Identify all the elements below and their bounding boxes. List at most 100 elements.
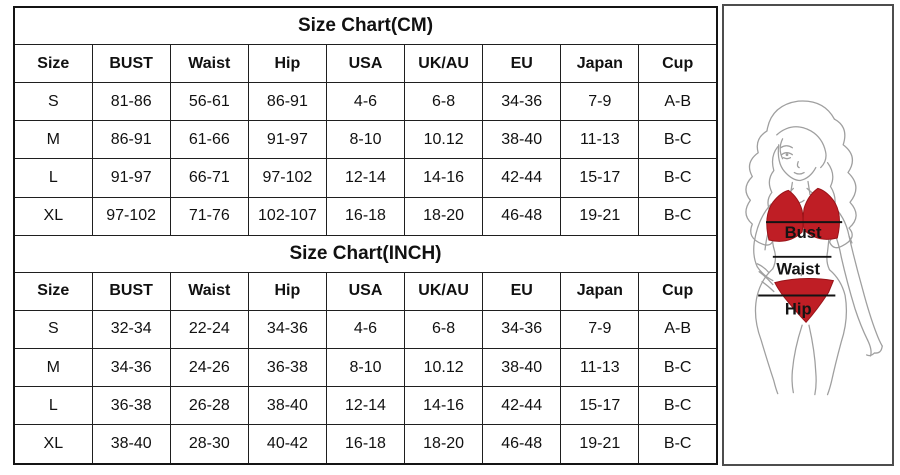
table-cell: 86-91	[247, 82, 327, 122]
table-cell: 28-30	[169, 424, 249, 465]
hair-strand-line	[779, 138, 784, 160]
column-header: EU	[482, 43, 562, 84]
table-cell: A-B	[638, 309, 718, 349]
column-header: Size	[13, 43, 93, 84]
table-cell: A-B	[638, 82, 718, 122]
left-leg-inner-line	[791, 324, 803, 394]
column-header-row: Size BUST Waist Hip USA UK/AU EU Japan Cup	[13, 271, 718, 311]
right-arm-outer-line	[830, 203, 883, 347]
table-cell: 91-97	[247, 120, 327, 160]
size-chart-title-row: Size Chart(INCH)	[13, 234, 718, 273]
column-header: Hip	[247, 271, 327, 311]
table-cell: 18-20	[404, 424, 484, 465]
table-cell: 11-13	[560, 347, 640, 388]
column-header: Japan	[560, 271, 640, 311]
size-label-cell: XL	[13, 196, 93, 236]
right-hand-fingers	[865, 339, 883, 357]
table-cell: B-C	[638, 196, 718, 236]
mouth-line	[793, 171, 805, 175]
table-cell: 10.12	[404, 120, 484, 160]
table-cell: 8-10	[325, 347, 406, 388]
table-cell: 12-14	[325, 158, 406, 198]
table-cell: 40-42	[247, 424, 327, 465]
table-cell: 38-40	[482, 120, 562, 160]
table-cell: 14-16	[404, 158, 484, 198]
right-leg-inner-line	[808, 324, 817, 396]
table-cell: B-C	[638, 386, 718, 426]
table-cell: 7-9	[560, 309, 640, 349]
table-row: S 32-34 22-24 34-36 4-6 6-8 34-36 7-9 A-B	[13, 309, 718, 349]
size-label-cell: M	[13, 347, 93, 388]
table-cell: 102-107	[247, 196, 327, 236]
size-chart-title: Size Chart(INCH)	[13, 234, 718, 273]
left-leg-outer-line	[754, 268, 779, 395]
table-cell: 4-6	[325, 309, 406, 349]
waist-label: Waist	[776, 260, 820, 279]
bikini-bottom	[774, 278, 835, 323]
table-cell: B-C	[638, 158, 718, 198]
bikini-top-left-cup	[766, 189, 804, 242]
table-cell: 24-26	[169, 347, 249, 388]
hair-fringe-line	[776, 126, 827, 169]
table-row: M 86-91 61-66 91-97 8-10 10.12 38-40 11-13 B-C	[13, 120, 718, 160]
navel-line	[800, 269, 803, 277]
table-cell: B-C	[638, 347, 718, 388]
table-cell: 6-8	[404, 82, 484, 122]
table-cell: 71-76	[169, 196, 249, 236]
table-cell: B-C	[638, 120, 718, 160]
column-header: BUST	[91, 271, 171, 311]
table-cell: 46-48	[482, 196, 562, 236]
table-cell: 81-86	[91, 82, 171, 122]
table-cell: 38-40	[247, 386, 327, 426]
table-cell: B-C	[638, 424, 718, 465]
table-cell: 34-36	[247, 309, 327, 349]
bust-label: Bust	[785, 223, 822, 242]
table-cell: 36-38	[91, 386, 171, 426]
column-header: Cup	[638, 271, 718, 311]
column-header: Waist	[169, 43, 249, 84]
table-cell: 91-97	[91, 158, 171, 198]
table-cell: 19-21	[560, 196, 640, 236]
column-header: BUST	[91, 43, 171, 84]
table-cell: 56-61	[169, 82, 249, 122]
column-header: Size	[13, 271, 93, 311]
column-header: USA	[325, 271, 406, 311]
column-header: Japan	[560, 43, 640, 84]
table-cell: 18-20	[404, 196, 484, 236]
eye-line	[780, 152, 794, 156]
table-cell: 66-71	[169, 158, 249, 198]
column-header: UK/AU	[404, 271, 484, 311]
table-row: S 81-86 56-61 86-91 4-6 6-8 34-36 7-9 A-B	[13, 82, 718, 122]
table-cell: 36-38	[247, 347, 327, 388]
size-label-cell: S	[13, 309, 93, 349]
table-cell: 46-48	[482, 424, 562, 465]
table-cell: 8-10	[325, 120, 406, 160]
table-cell: 34-36	[482, 309, 562, 349]
size-label-cell: L	[13, 386, 93, 426]
table-row: XL 97-102 71-76 102-107 16-18 18-20 46-48 19-21…	[13, 196, 718, 236]
table-cell: 38-40	[482, 347, 562, 388]
woman-measurement-illustration: Bust Waist Hip	[745, 100, 883, 396]
left-hand-fingers	[756, 263, 775, 293]
table-cell: 22-24	[169, 309, 249, 349]
nose-line	[796, 160, 800, 169]
eye-pupil	[785, 153, 789, 157]
hair-right-line	[826, 118, 857, 249]
hair-left-line	[745, 130, 779, 246]
table-cell: 12-14	[325, 386, 406, 426]
table-cell: 6-8	[404, 309, 484, 349]
column-header-row: Size BUST Waist Hip USA UK/AU EU Japan Cup	[13, 43, 718, 84]
column-header: EU	[482, 271, 562, 311]
table-cell: 14-16	[404, 386, 484, 426]
face-outline	[777, 144, 817, 182]
table-row: L 36-38 26-28 38-40 12-14 14-16 42-44 15-17 B-C	[13, 386, 718, 426]
table-row: M 34-36 24-26 36-38 8-10 10.12 38-40 11-13 B-C	[13, 347, 718, 388]
hair-top-line	[766, 100, 836, 132]
column-header: Cup	[638, 43, 718, 84]
table-cell: 15-17	[560, 386, 640, 426]
size-chart-title: Size Chart(CM)	[13, 6, 718, 45]
size-chart-title-row: Size Chart(CM)	[13, 6, 718, 45]
size-label-cell: XL	[13, 424, 93, 465]
table-cell: 16-18	[325, 196, 406, 236]
